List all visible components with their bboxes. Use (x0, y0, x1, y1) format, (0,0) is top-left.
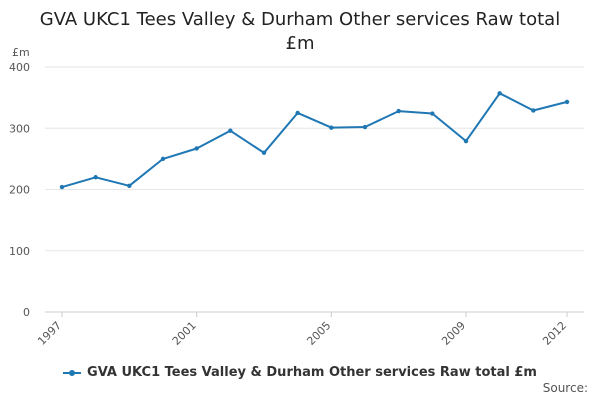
series-line (61, 92, 568, 189)
data-point (160, 156, 166, 162)
chart-title-line-1: GVA UKC1 Tees Valley & Durham Other serv… (39, 9, 561, 30)
chart-title-line-2: £m (285, 33, 315, 54)
data-point (127, 183, 132, 189)
data-point (93, 175, 98, 180)
x-tick-label: 2001 (170, 319, 199, 348)
x-tick-label: 1997 (35, 319, 64, 348)
x-tick-label: 2009 (439, 319, 468, 348)
legend-item[interactable]: GVA UKC1 Tees Valley & Durham Other serv… (63, 365, 537, 380)
y-tick-label: 300 (9, 122, 30, 135)
y-tick-label: 200 (9, 184, 30, 197)
data-point (295, 110, 300, 116)
data-point (430, 111, 435, 116)
x-tick-label: 2005 (304, 319, 333, 348)
legend-label: GVA UKC1 Tees Valley & Durham Other serv… (87, 365, 537, 380)
legend-line-marker-icon (63, 368, 82, 378)
data-point (396, 108, 401, 114)
legend[interactable]: GVA UKC1 Tees Valley & Durham Other serv… (0, 365, 600, 382)
source-label: Source: (542, 381, 588, 395)
data-point (497, 91, 502, 96)
chart-title: GVA UKC1 Tees Valley & Durham Other serv… (0, 8, 600, 56)
data-point (564, 99, 570, 105)
y-tick-label: 400 (9, 61, 30, 74)
data-point (261, 150, 267, 155)
data-point (59, 184, 65, 190)
y-tick-label: 100 (9, 245, 30, 258)
data-point (362, 124, 368, 130)
y-tick-label: 0 (23, 306, 30, 319)
data-point (228, 128, 233, 133)
data-point (329, 125, 334, 130)
data-point (463, 138, 469, 144)
data-point (194, 146, 199, 151)
data-point (531, 108, 536, 113)
y-axis-label: £m (12, 46, 30, 59)
x-tick-label: 2012 (540, 319, 569, 348)
